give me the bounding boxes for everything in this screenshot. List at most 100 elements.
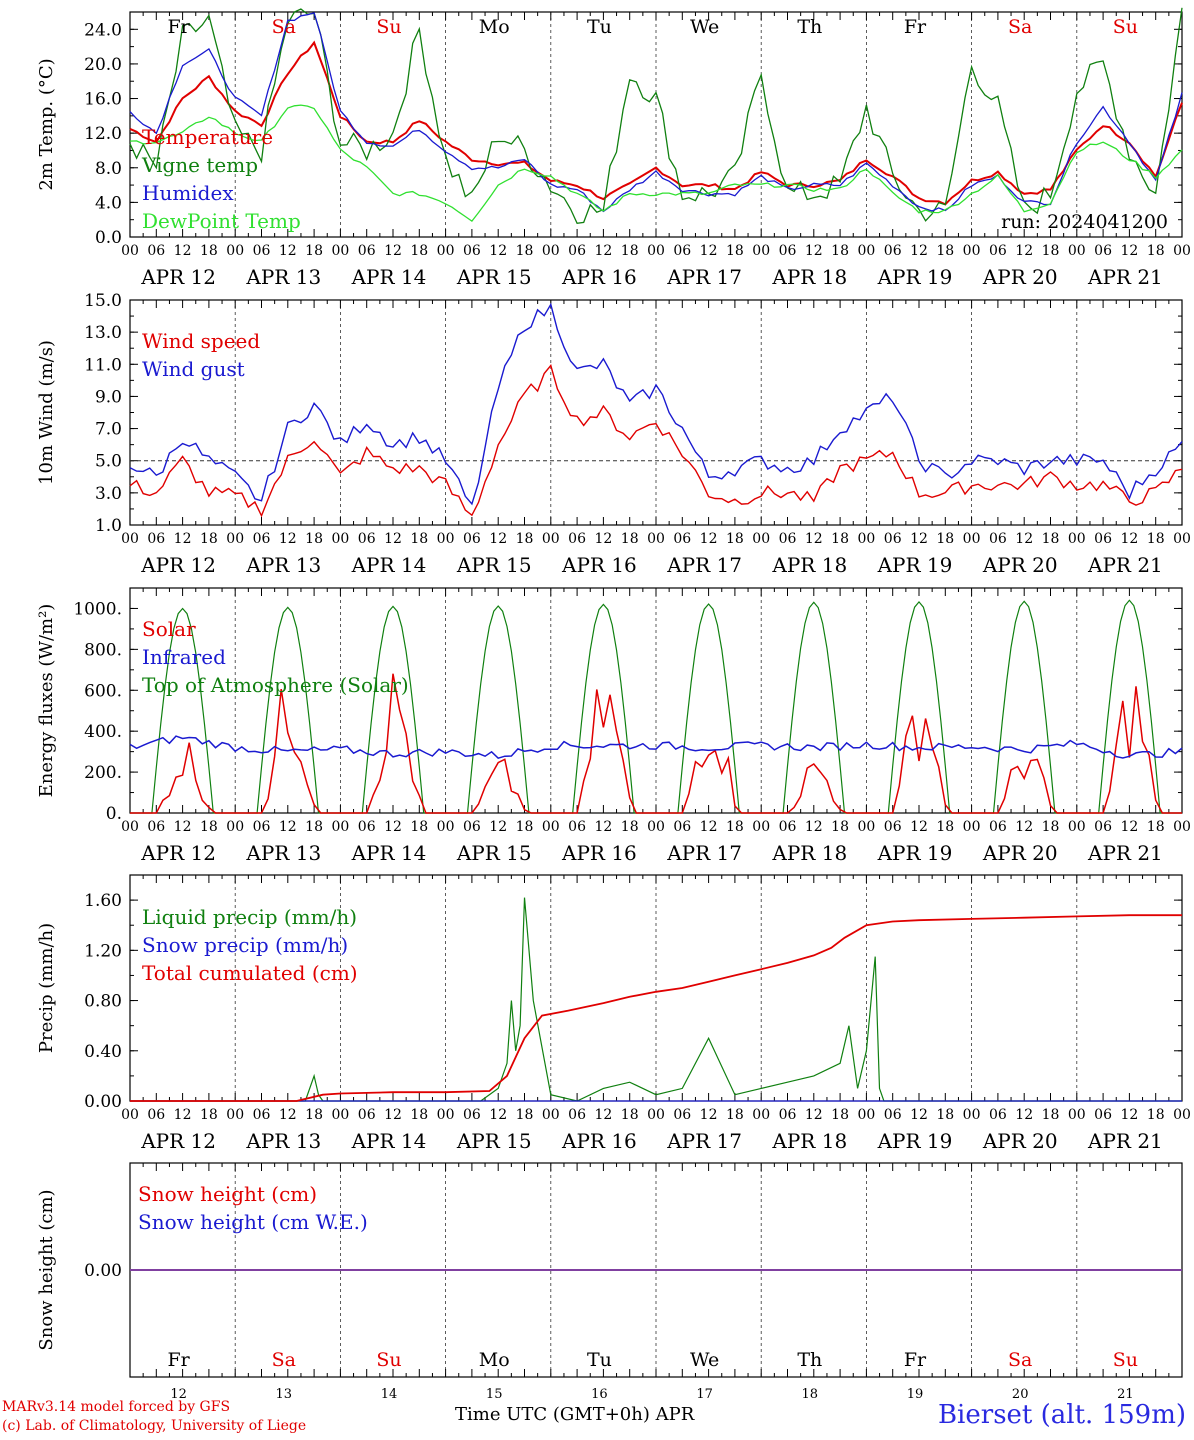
legend-snow-height-cm-w-e-: Snow height (cm W.E.): [138, 1210, 368, 1234]
hour-label: 06: [989, 243, 1007, 259]
panel-4: 0.00 0.40 0.80 1.20 1.60 Precip (mm/h) 00 06 12 1…: [36, 874, 1191, 1153]
date-label: APR 17: [666, 841, 742, 865]
day-number-label: 14: [381, 1387, 398, 1402]
panel-3: 0. 200. 400. 600. 800. 1000. Energy fluxes (W/…: [36, 587, 1191, 865]
day-number-label: 13: [276, 1387, 293, 1402]
hour-label: 06: [673, 1107, 691, 1123]
hour-label: 00: [331, 531, 349, 547]
hour-label: 12: [1120, 531, 1138, 547]
hour-label: 18: [516, 1107, 534, 1123]
hour-label: 06: [779, 1107, 797, 1123]
hour-label: 06: [673, 819, 691, 835]
day-number-label: 18: [802, 1387, 819, 1402]
date-label: APR 14: [351, 841, 427, 865]
y-tick-label: 9.0: [95, 387, 122, 407]
date-label: APR 17: [666, 553, 742, 577]
hour-label: 18: [410, 819, 428, 835]
y-tick-label: 1.0: [95, 516, 122, 536]
date-label: APR 20: [982, 1129, 1058, 1153]
series-wind-speed: [129, 364, 1183, 518]
weekday-label: Sa: [272, 1349, 296, 1371]
y-tick-label: 12.0: [84, 124, 122, 144]
series-infrared: [129, 735, 1183, 760]
legend-infrared: Infrared: [142, 645, 226, 669]
hour-label: 00: [752, 1107, 770, 1123]
weekday-label: Tu: [587, 16, 612, 38]
date-label: APR 19: [877, 553, 953, 577]
weekday-label: Fr: [167, 16, 190, 38]
y-tick-label: 16.0: [84, 90, 122, 110]
hour-label: 00: [437, 1107, 455, 1123]
date-label: APR 14: [351, 553, 427, 577]
date-label: APR 19: [877, 1129, 953, 1153]
legend-dewpoint-temp: DewPoint Temp: [142, 209, 301, 233]
date-label: APR 17: [666, 265, 742, 289]
hour-label: 12: [805, 1107, 823, 1123]
y-tick-label: 0.00: [84, 1261, 122, 1281]
hour-label: 18: [200, 1107, 218, 1123]
hour-label: 06: [253, 243, 271, 259]
hour-label: 00: [226, 531, 244, 547]
legend-wind-gust: Wind gust: [142, 357, 245, 381]
y-tick-label: 3.0: [95, 484, 122, 504]
hour-label: 12: [279, 1107, 297, 1123]
weekday-label: Th: [797, 1349, 822, 1371]
hour-label: 18: [621, 243, 639, 259]
run-label: run: 2024041200: [1001, 211, 1168, 233]
hour-label: 12: [489, 243, 507, 259]
date-label: APR 20: [982, 553, 1058, 577]
y-axis-label: Precip (mm/h): [36, 923, 57, 1053]
hour-label: 12: [174, 1107, 192, 1123]
hour-label: 18: [516, 531, 534, 547]
panel-2: 1.0 3.0 5.0 7.0 9.0 11.0 13.0 15.0 10m Wind (m/s…: [36, 291, 1191, 577]
hour-label: 00: [542, 1107, 560, 1123]
hour-label: 00: [121, 819, 139, 835]
hour-label: 06: [147, 819, 165, 835]
legend-wind-speed: Wind speed: [142, 329, 260, 353]
weekday-label: Fr: [904, 16, 927, 38]
hour-label: 12: [910, 531, 928, 547]
y-tick-label: 200.: [84, 763, 122, 783]
date-label: APR 20: [982, 265, 1058, 289]
hour-label: 00: [857, 531, 875, 547]
y-tick-label: 13.0: [84, 323, 122, 343]
station-name: Bierset (alt. 159m): [937, 1400, 1186, 1430]
hour-label: 18: [516, 243, 534, 259]
series-solar: [130, 673, 1182, 814]
hour-label: 00: [1068, 531, 1086, 547]
hour-label: 12: [805, 819, 823, 835]
hour-label: 12: [1015, 531, 1033, 547]
hour-label: 06: [253, 819, 271, 835]
hour-label: 06: [989, 1107, 1007, 1123]
y-tick-label: 0.80: [84, 992, 122, 1012]
day-number-label: 16: [591, 1387, 608, 1402]
weekday-label: Su: [1113, 1349, 1138, 1371]
weekday-label: Sa: [1008, 1349, 1032, 1371]
hour-label: 12: [384, 243, 402, 259]
lab-credit: (c) Lab. of Climatology, University of L…: [2, 1418, 307, 1434]
hour-label: 12: [594, 243, 612, 259]
date-label: APR 12: [140, 553, 216, 577]
date-label: APR 21: [1087, 1129, 1163, 1153]
y-axis-label: Energy fluxes (W/m²): [36, 604, 57, 798]
day-number-label: 21: [1117, 1387, 1134, 1402]
hour-label: 06: [568, 819, 586, 835]
hour-label: 00: [542, 819, 560, 835]
legend-top-of-atmosphere-solar-: Top of Atmosphere (Solar): [142, 673, 409, 697]
weekday-label: Fr: [167, 1349, 190, 1371]
hour-label: 12: [384, 819, 402, 835]
y-tick-label: 0.00: [84, 1092, 122, 1112]
y-axis-label: Snow height (cm): [36, 1189, 57, 1350]
weekday-label: Su: [376, 16, 401, 38]
hour-label: 00: [647, 819, 665, 835]
panel-1: 0.0 4.0 8.0 12.0 16.0 20.0 24.0 2m Temp. (°C) 00…: [36, 7, 1191, 289]
hour-label: 06: [779, 819, 797, 835]
hour-label: 06: [1094, 819, 1112, 835]
hour-label: 06: [253, 531, 271, 547]
date-label: APR 13: [245, 841, 321, 865]
hour-label: 12: [910, 819, 928, 835]
hour-label: 12: [1120, 819, 1138, 835]
series-dewpoint-temp: [129, 104, 1183, 222]
hour-label: 00: [752, 819, 770, 835]
hour-label: 00: [226, 819, 244, 835]
